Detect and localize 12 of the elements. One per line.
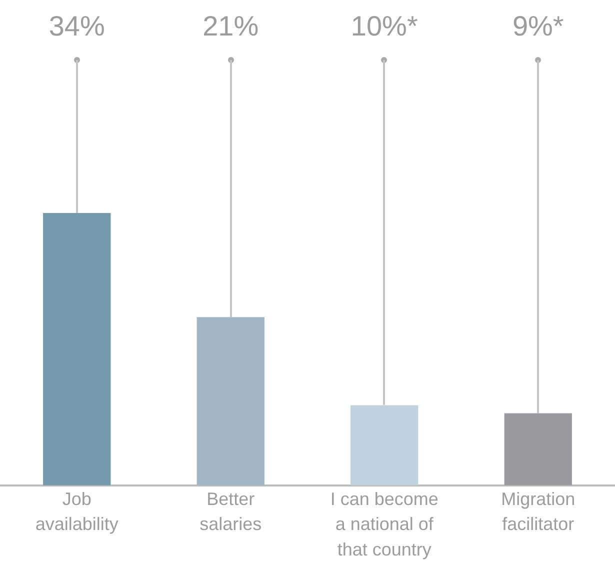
- data-label: 21%: [202, 10, 259, 42]
- x-tick-label: Job availability: [35, 488, 118, 534]
- bar: [350, 405, 418, 486]
- data-label: 34%: [48, 10, 105, 42]
- bar: [43, 213, 111, 486]
- x-tick-label: I can become a national of that country: [330, 488, 438, 560]
- bar: [504, 413, 572, 486]
- x-tick-label: Migration facilitator: [501, 488, 576, 534]
- data-label: 10%*: [350, 10, 418, 42]
- data-label: 9%*: [512, 10, 564, 42]
- x-tick-label: Better salaries: [200, 488, 262, 534]
- bar: [196, 317, 264, 486]
